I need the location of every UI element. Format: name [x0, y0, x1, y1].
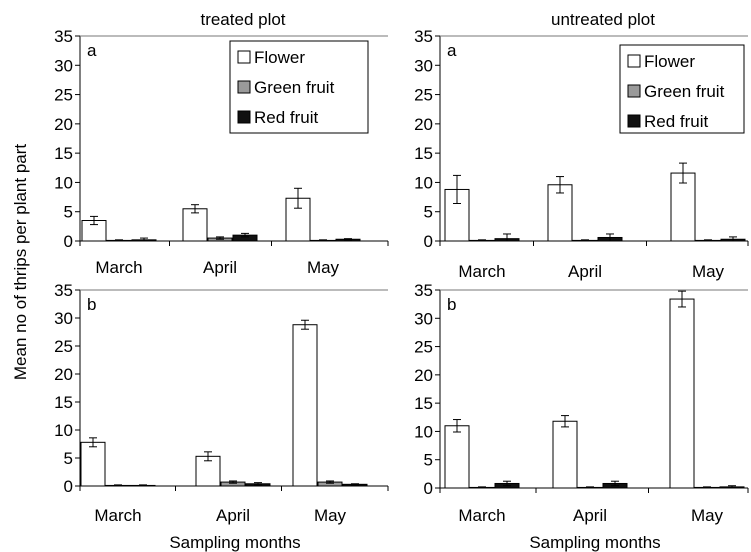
y-tick-label: 20 [414, 366, 433, 385]
y-tick-label: 20 [54, 115, 73, 134]
chart-panel-2: 0 5 10 15 20 25 30 35 March April May a untreated pl… [414, 10, 749, 281]
y-tick-label: 15 [414, 144, 433, 163]
y-tick-label: 35 [414, 27, 433, 46]
y-tick-label: 25 [54, 337, 73, 356]
panel-label: b [87, 295, 96, 314]
y-tick-label: 25 [414, 338, 433, 357]
panel-title: untreated plot [551, 10, 655, 29]
legend: Flower Green fruit Red fruit [229, 40, 369, 134]
y-tick-label: 30 [54, 56, 73, 75]
y-tick-label: 0 [424, 479, 433, 498]
legend-entry: Flower [644, 52, 695, 71]
y-tick-label: 20 [414, 115, 433, 134]
y-tick-label: 15 [414, 394, 433, 413]
legend-swatch [627, 54, 641, 68]
y-tick-label: 30 [414, 309, 433, 328]
x-tick-label: March [458, 262, 505, 281]
bar-flower [552, 420, 578, 489]
y-tick-label: 15 [54, 144, 73, 163]
y-tick-label: 5 [64, 203, 73, 222]
legend: Flower Green fruit Red fruit [619, 44, 745, 134]
legend-swatch [237, 80, 251, 94]
x-tick-label: May [692, 262, 725, 281]
x-tick-label: April [216, 506, 250, 525]
y-tick-label: 20 [54, 365, 73, 384]
legend-swatch [627, 84, 641, 98]
bar-flower [80, 441, 106, 487]
x-axis-label: Sampling months [169, 533, 300, 552]
chart-panel-4: 0 5 10 15 20 25 30 35 March April May b Sampling mon… [414, 281, 749, 552]
legend-swatch [627, 114, 641, 128]
panel-label: a [87, 41, 97, 60]
legend-swatch [237, 110, 251, 124]
y-axis-label: Mean no of thrips per plant part [11, 144, 30, 381]
bar-flower [292, 324, 318, 487]
y-tick-label: 0 [64, 477, 73, 496]
y-tick-label: 35 [414, 281, 433, 300]
legend-entry: Red fruit [644, 112, 709, 131]
y-tick-label: 10 [414, 173, 433, 192]
x-tick-label: March [95, 258, 142, 277]
bar-flower [444, 425, 470, 489]
panel-label: b [447, 295, 456, 314]
legend-entry: Green fruit [254, 78, 335, 97]
panel-title: treated plot [200, 10, 285, 29]
legend-box [619, 44, 745, 134]
x-tick-label: May [314, 506, 347, 525]
legend-swatch [237, 50, 251, 64]
x-tick-label: April [573, 506, 607, 525]
y-tick-label: 5 [424, 203, 433, 222]
x-tick-label: May [307, 258, 340, 277]
x-tick-label: March [458, 506, 505, 525]
legend-entry: Green fruit [644, 82, 725, 101]
y-tick-label: 25 [54, 86, 73, 105]
panel-label: a [447, 41, 457, 60]
x-tick-label: April [568, 262, 602, 281]
y-tick-label: 35 [54, 281, 73, 300]
x-tick-label: May [691, 506, 724, 525]
y-tick-label: 35 [54, 27, 73, 46]
y-tick-label: 10 [54, 421, 73, 440]
x-tick-label: April [203, 258, 237, 277]
y-tick-label: 10 [54, 173, 73, 192]
bar-flower [182, 208, 208, 242]
y-tick-label: 30 [54, 309, 73, 328]
legend-entry: Red fruit [254, 108, 319, 127]
bar-flower [670, 172, 696, 242]
y-tick-label: 5 [64, 449, 73, 468]
chart-panel-1: 0 5 10 15 20 25 30 35 March April May a treated plot… [54, 10, 389, 277]
y-tick-label: 30 [414, 56, 433, 75]
bar-flower [669, 298, 695, 489]
y-tick-label: 15 [54, 393, 73, 412]
legend-entry: Flower [254, 48, 305, 67]
y-tick-label: 25 [414, 86, 433, 105]
legend-box [229, 40, 369, 134]
y-tick-label: 10 [414, 422, 433, 441]
y-tick-label: 5 [424, 451, 433, 470]
chart-panel-3: 0 5 10 15 20 25 30 35 March April May b Sampling mon… [54, 281, 389, 552]
x-axis-label: Sampling months [529, 533, 660, 552]
y-tick-label: 0 [64, 232, 73, 251]
y-tick-label: 0 [424, 232, 433, 251]
x-tick-label: March [94, 506, 141, 525]
